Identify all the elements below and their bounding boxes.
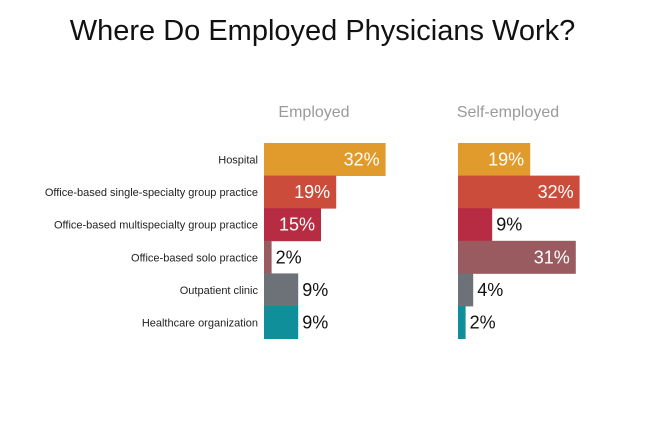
category-label-0: Hospital <box>218 155 258 167</box>
bar-0-4 <box>264 273 299 307</box>
value-label-0-1: 19% <box>294 182 330 202</box>
category-label-1: Office-based single-specialty group prac… <box>45 187 258 199</box>
value-label-0-4: 9% <box>302 280 328 300</box>
bar-1-1 <box>458 175 580 209</box>
bar-1-4 <box>458 273 474 307</box>
value-label-1-4: 4% <box>477 280 503 300</box>
chart-title: Where Do Employed Physicians Work? <box>69 15 576 47</box>
value-label-1-1: 32% <box>538 182 574 202</box>
bar-1-3 <box>458 240 576 274</box>
bar-0-5 <box>264 306 299 339</box>
bar-0-1 <box>264 175 337 209</box>
category-label-3: Office-based solo practice <box>131 252 258 264</box>
category-label-4: Outpatient clinic <box>180 285 259 297</box>
value-label-1-0: 19% <box>488 150 524 170</box>
value-label-0-2: 15% <box>279 215 315 235</box>
series-label-1: Self-employed <box>457 104 559 121</box>
value-label-1-5: 2% <box>470 313 496 333</box>
bar-0-2 <box>264 208 321 242</box>
bar-1-5 <box>458 306 466 339</box>
value-label-1-3: 31% <box>534 247 570 267</box>
value-label-0-3: 2% <box>276 247 302 267</box>
value-label-1-2: 9% <box>496 215 522 235</box>
category-label-2: Office-based multispecialty group practi… <box>54 220 258 232</box>
category-label-5: Healthcare organization <box>142 318 258 330</box>
value-label-0-0: 32% <box>344 150 380 170</box>
bar-1-2 <box>458 208 493 242</box>
bar-1-0 <box>458 143 531 176</box>
series-label-0: Employed <box>278 104 349 121</box>
value-label-0-5: 9% <box>302 313 328 333</box>
bar-0-0 <box>264 143 386 176</box>
bar-0-3 <box>264 240 272 274</box>
